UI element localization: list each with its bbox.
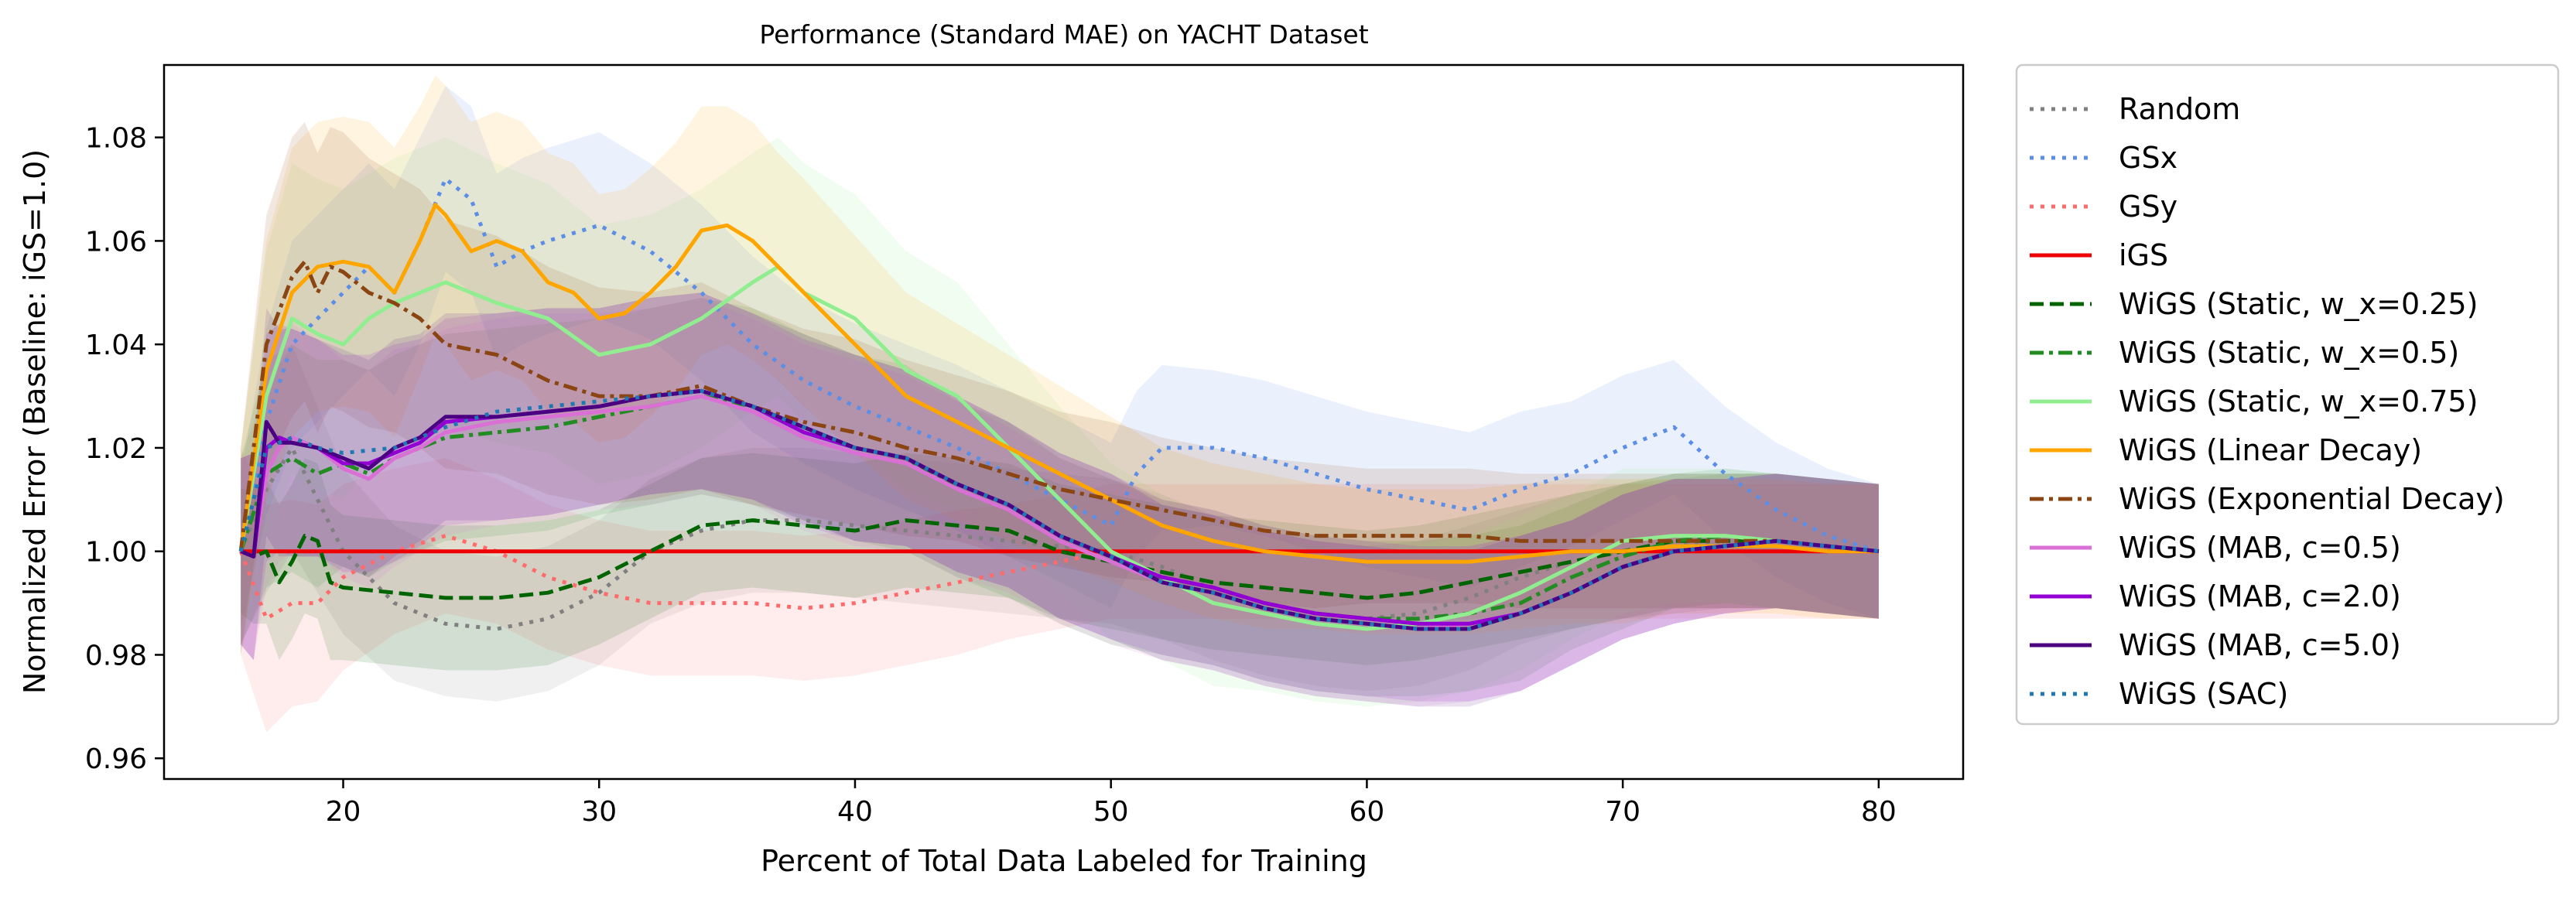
chart-title: Performance (Standard MAE) on YACHT Data… <box>759 19 1368 50</box>
legend-label: WiGS (Static, w_x=0.5) <box>2119 336 2459 370</box>
legend-label: WiGS (SAC) <box>2119 677 2288 711</box>
y-tick-label: 0.96 <box>85 743 147 775</box>
legend-item: WiGS (Static, w_x=0.75) <box>2030 384 2478 419</box>
y-tick-label: 1.00 <box>85 537 147 569</box>
legend-item: iGS <box>2030 238 2168 272</box>
legend-frame <box>2015 63 2560 726</box>
series-lines <box>238 176 1880 631</box>
x-tick-label: 50 <box>1093 796 1129 828</box>
y-tick-label: 1.04 <box>85 330 147 361</box>
legend-label: WiGS (Exponential Decay) <box>2119 482 2505 516</box>
legend-item: WiGS (Exponential Decay) <box>2030 482 2505 516</box>
legend-item: GSx <box>2030 141 2177 175</box>
y-axis-label: Normalized Error (Baseline: iGS=1.0) <box>18 149 52 694</box>
band-gsx <box>241 85 1879 630</box>
legend-label: WiGS (Static, w_x=0.25) <box>2119 287 2478 321</box>
band-gsy <box>241 447 1879 733</box>
band-wigs-static-w-x-0-25 <box>241 453 1879 671</box>
line-wigs-static-w-x-0-75 <box>238 265 1880 631</box>
y-tick-label: 1.02 <box>85 433 147 465</box>
x-tick-label: 30 <box>581 796 617 828</box>
legend-item: GSy <box>2030 190 2177 224</box>
band-wigs-static-w-x-0-75 <box>241 137 1879 707</box>
legend-item: WiGS (SAC) <box>2030 677 2288 711</box>
y-axis: 0.96 0.98 1.00 1.02 1.04 1.06 1.08 <box>85 123 164 775</box>
line-gsx <box>238 176 1880 554</box>
x-tick-label: 70 <box>1605 796 1640 828</box>
legend-label: Random <box>2119 92 2240 126</box>
line-wigs-exponential-decay <box>238 259 1880 554</box>
legend-item: WiGS (Static, w_x=0.5) <box>2030 336 2459 370</box>
legend-item: WiGS (MAB, c=0.5) <box>2030 531 2401 565</box>
line-wigs-linear-decay <box>238 203 1879 564</box>
x-tick-label: 20 <box>326 796 361 828</box>
x-axis: 20 30 40 50 60 70 80 <box>326 779 1897 828</box>
y-tick-label: 1.06 <box>85 226 147 258</box>
legend-label: iGS <box>2119 238 2168 272</box>
legend-item: WiGS (Linear Decay) <box>2030 433 2422 467</box>
legend: Random GSx GSy iGS WiGS (Static, w_x=0.25) Wi… <box>2015 63 2560 726</box>
band-wigs-linear-decay <box>241 75 1879 655</box>
legend-label: WiGS (Static, w_x=0.75) <box>2119 384 2478 419</box>
x-axis-label: Percent of Total Data Labeled for Traini… <box>761 844 1367 878</box>
legend-label: WiGS (Linear Decay) <box>2119 433 2422 467</box>
legend-items: Random GSx GSy iGS WiGS (Static, w_x=0.25) Wi… <box>2030 92 2505 711</box>
legend-item: WiGS (MAB, c=2.0) <box>2030 579 2401 613</box>
line-wigs-static-w-x-0-25 <box>240 518 1880 600</box>
x-tick-label: 40 <box>837 796 873 828</box>
legend-label: WiGS (MAB, c=5.0) <box>2119 628 2401 662</box>
y-tick-label: 0.98 <box>85 640 147 671</box>
x-tick-label: 80 <box>1861 796 1897 828</box>
band-wigs-exponential-decay <box>241 121 1879 655</box>
legend-item: WiGS (Static, w_x=0.25) <box>2030 287 2478 321</box>
plot-frame <box>162 63 1965 781</box>
legend-label: GSy <box>2119 190 2177 224</box>
legend-label: WiGS (MAB, c=2.0) <box>2119 579 2401 613</box>
legend-label: WiGS (MAB, c=0.5) <box>2119 531 2401 565</box>
legend-item: WiGS (MAB, c=5.0) <box>2030 628 2401 662</box>
y-tick-label: 1.08 <box>85 123 147 155</box>
legend-item: Random <box>2030 92 2240 126</box>
legend-label: GSx <box>2119 141 2177 175</box>
x-tick-label: 60 <box>1350 796 1385 828</box>
